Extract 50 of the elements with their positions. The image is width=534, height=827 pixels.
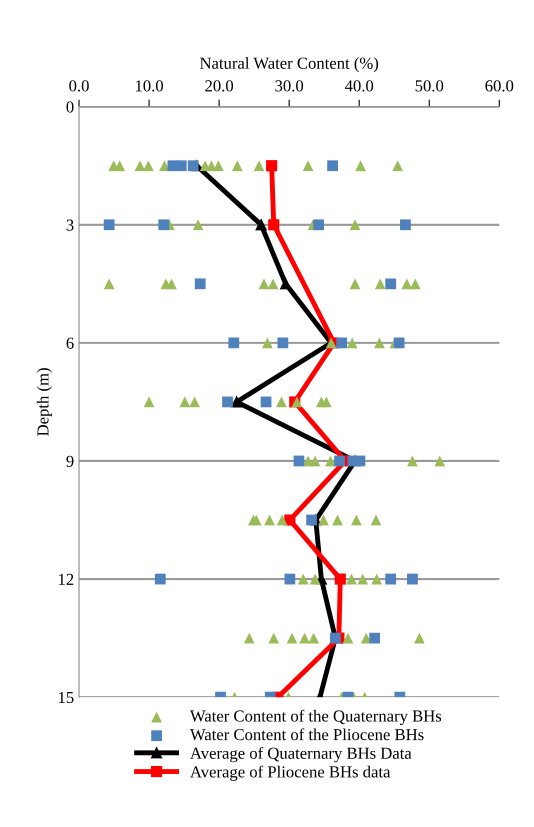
point: [266, 160, 278, 172]
legend-label: Average of Quaternary BHs Data: [190, 746, 412, 762]
point: [354, 456, 366, 466]
legend-label: Water Content of the Quaternary BHs: [190, 710, 442, 726]
y-axis-title: Depth (m): [36, 368, 52, 436]
point: [228, 337, 240, 348]
point: [104, 219, 115, 230]
point: [154, 574, 166, 584]
legend-label: Water Content of the Pliocene BHs: [190, 728, 424, 740]
legend-label: Average of Pliocene BHs data: [190, 766, 390, 781]
x-axis-title: Natural Water Content (%): [200, 57, 378, 72]
point: [407, 574, 418, 584]
point: [284, 514, 296, 526]
y-tick-label: 6: [66, 338, 74, 349]
x-tick-label: 40.0: [344, 80, 374, 92]
y-tick-label: 9: [66, 456, 74, 467]
x-tick-label: 50.0: [416, 80, 444, 92]
y-tick-label: 0: [66, 101, 74, 113]
point: [385, 278, 396, 290]
point: [400, 219, 411, 230]
point: [176, 160, 187, 172]
point: [334, 574, 346, 585]
point: [277, 337, 288, 348]
point: [327, 160, 338, 172]
y-tick-label: 3: [66, 220, 74, 231]
x-tick-label: 0.0: [69, 80, 89, 92]
point: [194, 278, 206, 290]
point: [158, 219, 170, 230]
y-tick-label: 12: [58, 574, 74, 585]
x-tick-label: 30.0: [275, 80, 304, 92]
point: [394, 337, 405, 348]
point: [231, 396, 242, 408]
point: [313, 219, 324, 230]
point: [222, 396, 233, 408]
point: [385, 574, 396, 584]
x-tick-label: 20.0: [205, 80, 234, 92]
x-tick-label: 10.0: [136, 80, 164, 92]
point: [268, 219, 280, 230]
point: [256, 219, 267, 230]
y-tick-label: 15: [58, 692, 74, 704]
point: [280, 278, 292, 290]
x-tick-label: 60.0: [485, 80, 514, 92]
point: [334, 456, 345, 466]
point: [369, 632, 380, 644]
point: [260, 396, 272, 408]
point: [294, 456, 304, 466]
point: [306, 514, 317, 526]
point: [188, 160, 199, 172]
point: [284, 574, 296, 584]
point: [336, 337, 348, 348]
